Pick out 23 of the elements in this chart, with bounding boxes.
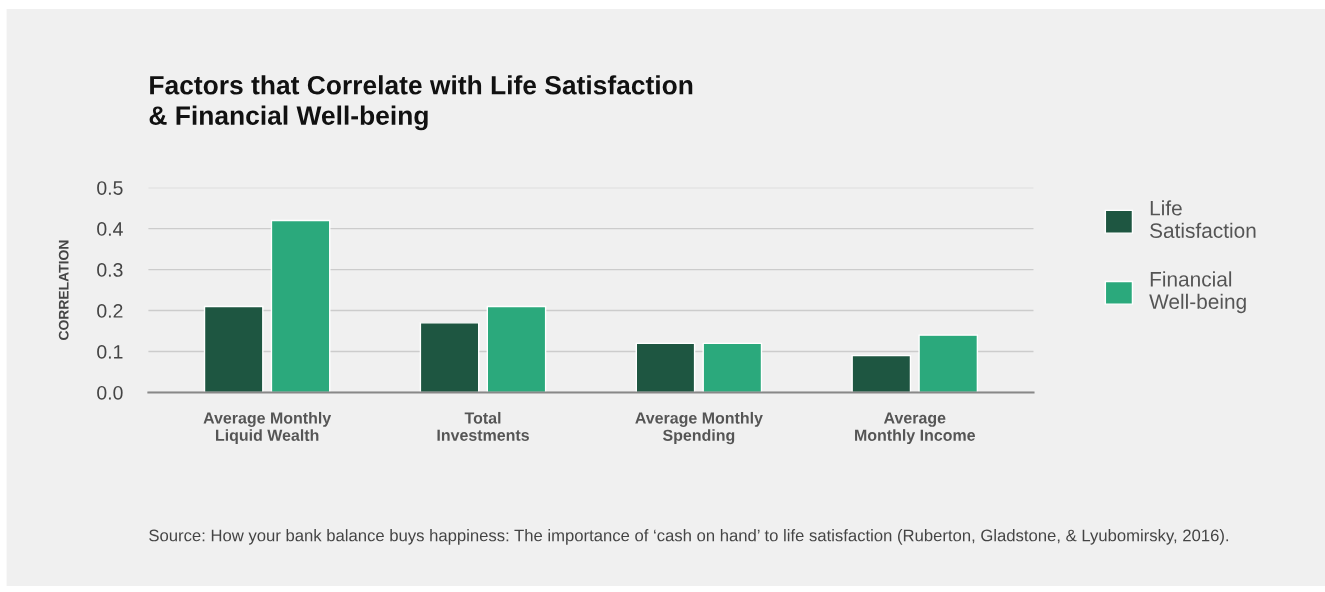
legend-label: Financial Well-being <box>1149 271 1246 314</box>
bar <box>203 305 264 393</box>
bar <box>635 342 696 393</box>
source-note: Source: How your bank balance buys happiness: The importance of ‘cash on hand’ to life satisfaction (Ruberton, Gladstone, & Lyubomirsky, 2016). <box>149 529 1229 545</box>
bar <box>851 354 912 393</box>
bar <box>918 334 979 393</box>
y-tick-label: 0.3 <box>97 263 123 277</box>
bar <box>270 219 331 393</box>
x-tick-label: Average Monthly Spending <box>635 411 763 445</box>
bar <box>702 342 763 393</box>
y-tick-label: 0.1 <box>97 345 123 359</box>
y-tick-label: 0.4 <box>97 222 123 236</box>
bar <box>419 322 480 393</box>
y-axis-title: CORRELATION <box>58 240 69 340</box>
x-tick-label: Average Monthly Income <box>855 412 976 445</box>
chart-title: Factors that Correlate with Life Satisfaction & Financial Well-being <box>149 75 693 131</box>
y-tick-label: 0.2 <box>97 304 123 318</box>
legend-label: Life Satisfaction <box>1150 200 1256 239</box>
x-tick-label: Average Monthly Liquid Wealth <box>203 411 332 445</box>
y-tick-label: 0.0 <box>97 385 123 400</box>
x-tick-label: Total Investments <box>437 411 529 441</box>
y-tick-label: 0.5 <box>97 181 123 195</box>
bar <box>486 305 547 393</box>
